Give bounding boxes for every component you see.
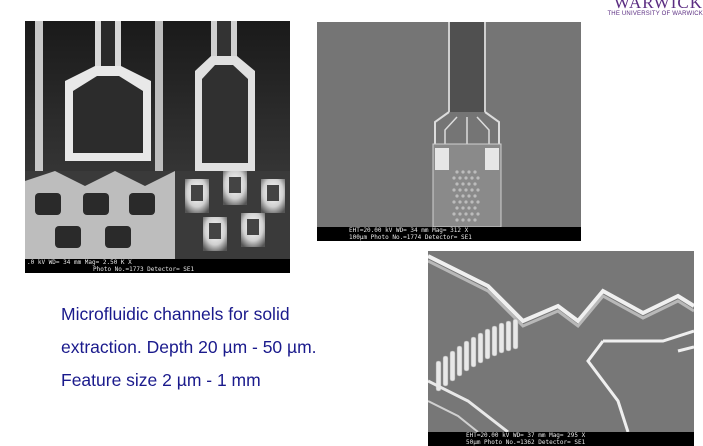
sem-image-2-caption: EHT=20.00 kV WD= 34 mm Mag= 312 X 100µm … [317,227,581,241]
warwick-logo: WARWICK THE UNIVERSITY OF WARWICK [593,0,703,17]
sem-image-2-caption-line2: 100µm Photo No.=1774 Detector= SE1 [349,234,472,241]
sem-image-1-caption-line1: .0 kV WD= 34 mm Mag= 2.50 K X [27,259,132,266]
sem-image-2-caption-line1: EHT=20.00 kV WD= 34 mm Mag= 312 X [349,227,469,234]
description-line-3: Feature size 2 µm - 1 mm [61,370,261,390]
sem-image-3-caption-line1: EHT=20.00 kV WD= 37 mm Mag= 295 X [466,432,586,439]
sem-image-3-caption: EHT=20.00 kV WD= 37 mm Mag= 295 X 50µm P… [428,432,694,446]
description-line-2: extraction. Depth 20 µm - 50 µm. [61,337,317,357]
sem-image-zigzag-channel: EHT=20.00 kV WD= 37 mm Mag= 295 X 50µm P… [428,251,694,446]
sem-image-2-graphic [317,22,581,227]
sem-image-3-graphic [428,251,694,432]
sem-image-1-graphic [25,21,290,259]
sem-image-filter-array: EHT=20.00 kV WD= 34 mm Mag= 312 X 100µm … [317,22,581,241]
logo-subtitle: THE UNIVERSITY OF WARWICK [607,11,703,17]
sem-image-1-caption: .0 kV WD= 34 mm Mag= 2.50 K X Photo No.=… [25,259,290,273]
sem-image-3-caption-line2: 50µm Photo No.=1362 Detector= SE1 [466,439,586,446]
description-line-1: Microfluidic channels for solid [61,304,290,324]
sem-image-channels-pillars: .0 kV WD= 34 mm Mag= 2.50 K X Photo No.=… [25,21,290,273]
sem-image-1-caption-line2: Photo No.=1773 Detector= SE1 [93,266,195,273]
description-text: Microfluidic channels for solid extracti… [61,298,317,397]
logo-wordmark: WARWICK [613,0,703,12]
